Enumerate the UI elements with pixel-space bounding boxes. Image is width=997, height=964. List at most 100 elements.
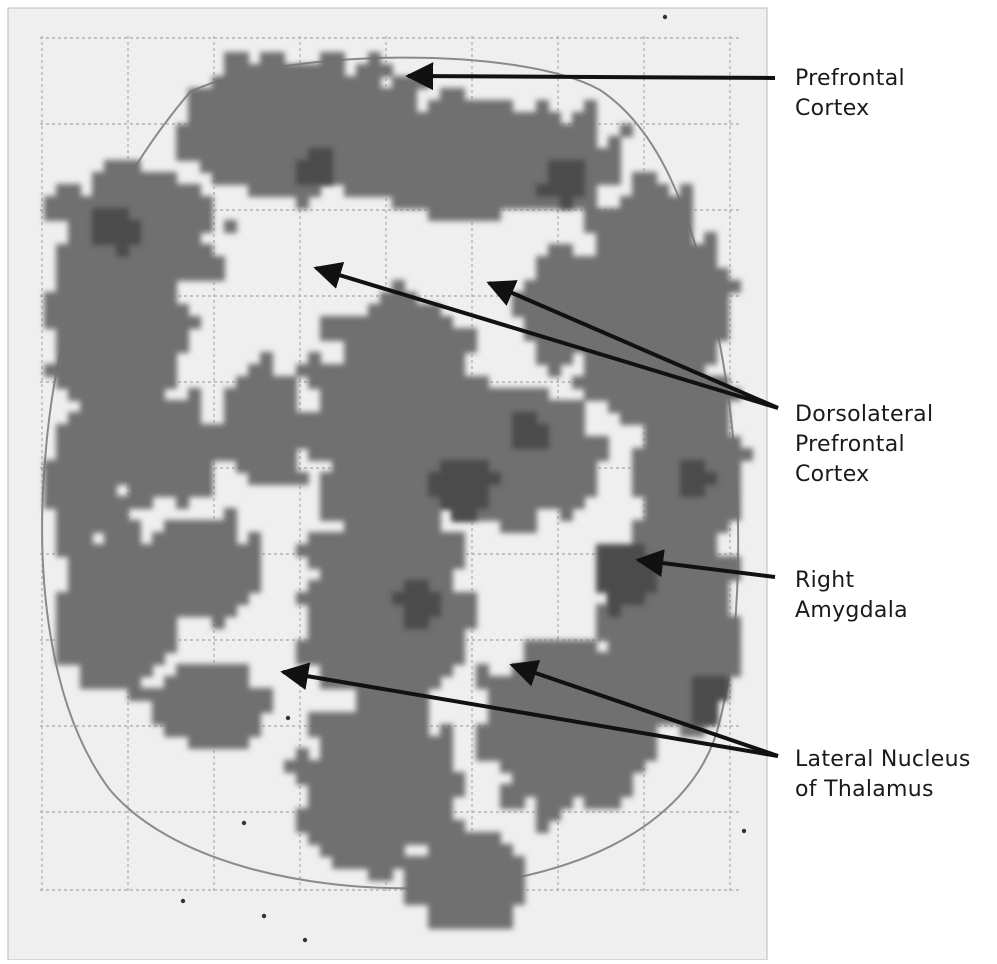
- activity-cell: [428, 400, 441, 413]
- hotspot-cell: [464, 508, 477, 521]
- activity-cell: [620, 772, 633, 785]
- activity-cell: [320, 616, 333, 629]
- activity-cell: [428, 832, 441, 845]
- hotspot-cell: [692, 676, 705, 689]
- speck: [741, 828, 747, 834]
- activity-cell: [284, 376, 297, 389]
- activity-cell: [332, 652, 345, 665]
- activity-cell: [536, 640, 549, 653]
- activity-cell: [596, 376, 609, 389]
- activity-cell: [104, 304, 117, 317]
- activity-cell: [200, 700, 213, 713]
- activity-cell: [524, 184, 537, 197]
- activity-cell: [344, 808, 357, 821]
- activity-cell: [416, 508, 429, 521]
- activity-cell: [224, 604, 237, 617]
- activity-cell: [272, 172, 285, 185]
- activity-cell: [416, 784, 429, 797]
- activity-cell: [356, 604, 369, 617]
- activity-cell: [704, 316, 717, 329]
- activity-cell: [692, 592, 705, 605]
- activity-cell: [440, 100, 453, 113]
- activity-cell: [128, 196, 141, 209]
- activity-cell: [344, 772, 357, 785]
- activity-cell: [728, 484, 741, 497]
- activity-cell: [692, 436, 705, 449]
- activity-cell: [320, 328, 333, 341]
- activity-cell: [320, 376, 333, 389]
- activity-cell: [668, 580, 681, 593]
- activity-cell: [128, 388, 141, 401]
- activity-cell: [212, 256, 225, 269]
- activity-cell: [440, 892, 453, 905]
- activity-cell: [380, 556, 393, 569]
- activity-cell: [644, 652, 657, 665]
- activity-cell: [608, 244, 621, 257]
- activity-cell: [392, 172, 405, 185]
- activity-cell: [104, 340, 117, 353]
- activity-cell: [428, 460, 441, 473]
- activity-cell: [704, 544, 717, 557]
- activity-cell: [620, 400, 633, 413]
- activity-cell: [164, 436, 177, 449]
- speck: [241, 820, 247, 826]
- activity-cell: [344, 472, 357, 485]
- activity-cell: [620, 328, 633, 341]
- activity-cell: [560, 136, 573, 149]
- activity-cell: [488, 916, 501, 929]
- activity-cell: [248, 412, 261, 425]
- activity-cell: [260, 352, 273, 365]
- activity-cell: [128, 448, 141, 461]
- speck: [302, 937, 308, 943]
- activity-cell: [692, 256, 705, 269]
- activity-cell: [692, 568, 705, 581]
- activity-cell: [128, 436, 141, 449]
- activity-cell: [440, 160, 453, 173]
- activity-cell: [92, 568, 105, 581]
- activity-cell: [236, 712, 249, 725]
- activity-cell: [272, 376, 285, 389]
- activity-cell: [452, 916, 465, 929]
- activity-cell: [356, 712, 369, 725]
- activity-cell: [620, 760, 633, 773]
- activity-cell: [56, 508, 69, 521]
- activity-cell: [404, 472, 417, 485]
- activity-cell: [164, 484, 177, 497]
- activity-cell: [608, 796, 621, 809]
- activity-cell: [596, 772, 609, 785]
- activity-cell: [176, 124, 189, 137]
- activity-cell: [308, 352, 321, 365]
- activity-cell: [332, 724, 345, 737]
- activity-cell: [224, 112, 237, 125]
- activity-cell: [392, 712, 405, 725]
- activity-cell: [236, 88, 249, 101]
- activity-cell: [428, 124, 441, 137]
- activity-cell: [704, 496, 717, 509]
- activity-cell: [320, 784, 333, 797]
- activity-cell: [524, 472, 537, 485]
- activity-cell: [392, 280, 405, 293]
- activity-cell: [524, 112, 537, 125]
- activity-cell: [380, 772, 393, 785]
- activity-cell: [392, 736, 405, 749]
- activity-cell: [392, 520, 405, 533]
- activity-cell: [56, 256, 69, 269]
- activity-cell: [140, 556, 153, 569]
- activity-cell: [80, 328, 93, 341]
- activity-cell: [356, 460, 369, 473]
- activity-cell: [704, 556, 717, 569]
- activity-cell: [644, 316, 657, 329]
- activity-cell: [92, 424, 105, 437]
- activity-cell: [608, 208, 621, 221]
- activity-cell: [368, 580, 381, 593]
- activity-cell: [404, 124, 417, 137]
- activity-cell: [188, 604, 201, 617]
- activity-cell: [260, 88, 273, 101]
- activity-cell: [284, 472, 297, 485]
- activity-cell: [344, 88, 357, 101]
- activity-cell: [524, 688, 537, 701]
- activity-cell: [272, 148, 285, 161]
- activity-cell: [104, 592, 117, 605]
- activity-cell: [380, 652, 393, 665]
